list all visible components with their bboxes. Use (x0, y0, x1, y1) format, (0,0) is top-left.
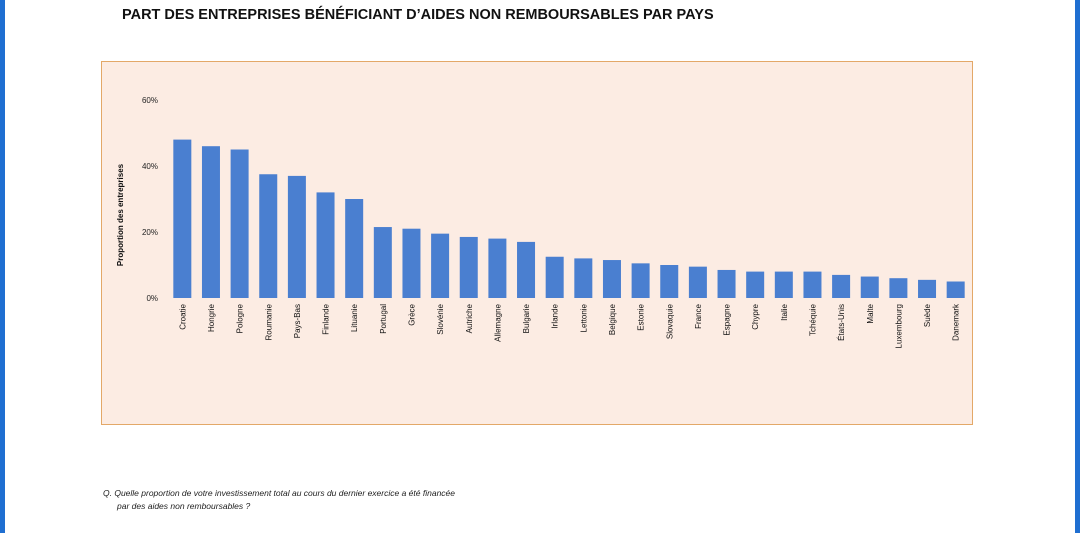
y-tick-label: 60% (142, 96, 158, 105)
x-tick-label: Belgique (608, 303, 617, 335)
bar (230, 149, 249, 298)
x-tick-label: Chypre (751, 303, 760, 329)
x-tick-label: Malte (866, 303, 875, 323)
x-tick-label: Pays-Bas (293, 304, 302, 338)
x-tick-label: Finlande (322, 303, 331, 334)
x-tick-label: France (694, 303, 703, 328)
bar-series (173, 139, 965, 298)
bar (402, 228, 421, 298)
y-tick-label: 0% (146, 294, 158, 303)
x-tick-label: Autriche (465, 303, 474, 333)
x-axis-labels: Croatie Hongrie Pologne Roumanie Pays-Bas Fin… (178, 303, 960, 348)
x-tick-label: Irlande (551, 303, 560, 328)
x-tick-label: États-Unis (837, 304, 846, 341)
x-tick-label: Roumanie (264, 303, 273, 340)
x-tick-label: Croatie (178, 303, 187, 329)
question-footnote: Q. Quelle proportion de votre investisse… (103, 487, 455, 513)
x-tick-label: Lituanie (350, 303, 359, 332)
left-edge-bar (0, 0, 5, 533)
bar-chart: 0% 20% 40% 60% Proportion des entreprises Cr… (116, 96, 965, 348)
bar (918, 279, 937, 298)
right-edge-bar (1075, 0, 1080, 533)
bar (889, 278, 908, 298)
bar (860, 276, 879, 298)
page-title: PART DES ENTREPRISES BÉNÉFICIANT D’AIDES… (122, 7, 714, 23)
bar (574, 258, 593, 298)
chart-container: 0% 20% 40% 60% Proportion des entreprises Cr… (101, 61, 973, 425)
x-tick-label: Pologne (236, 303, 245, 333)
x-tick-label: Estonie (637, 303, 646, 330)
bar (746, 271, 765, 298)
x-tick-label: Allemagne (493, 303, 502, 341)
bar (488, 238, 507, 298)
x-tick-label: Suède (923, 303, 932, 327)
y-axis-label: Proportion des entreprises (116, 163, 125, 266)
bar (345, 199, 364, 298)
bar (373, 227, 392, 298)
bar (259, 174, 278, 298)
bar (774, 271, 793, 298)
bar (832, 274, 851, 298)
bar (173, 139, 192, 298)
x-tick-label: Slovaquie (665, 303, 674, 339)
bar (517, 241, 536, 298)
x-tick-label: Bulgarie (522, 303, 531, 333)
x-tick-label: Danemark (952, 303, 961, 341)
x-tick-label: Lettonie (579, 303, 588, 332)
bar (946, 281, 965, 298)
x-tick-label: Tchéquie (808, 303, 817, 336)
y-axis: 0% 20% 40% 60% Proportion des entreprises (116, 96, 158, 303)
bar (201, 146, 220, 298)
x-tick-label: Luxembourg (894, 304, 903, 348)
x-tick-label: Portugal (379, 304, 388, 334)
bar (431, 233, 450, 298)
bar (631, 263, 650, 298)
y-tick-label: 40% (142, 162, 158, 171)
bar (803, 271, 822, 298)
bar (688, 266, 707, 298)
x-tick-label: Slovénie (436, 303, 445, 334)
bar (287, 175, 306, 298)
bar (459, 236, 478, 298)
bar (602, 260, 621, 298)
bar (545, 256, 564, 298)
y-tick-label: 20% (142, 228, 158, 237)
bar (717, 269, 736, 298)
bar (660, 265, 679, 298)
x-tick-label: Grèce (407, 303, 416, 325)
footnote-line-1: Q. Quelle proportion de votre investisse… (103, 488, 455, 498)
bar (316, 192, 335, 298)
x-tick-label: Hongrie (207, 303, 216, 332)
x-tick-label: Italie (780, 303, 789, 320)
footnote-line-2: par des aides non remboursables ? (117, 501, 251, 511)
x-tick-label: Espagne (723, 303, 732, 335)
